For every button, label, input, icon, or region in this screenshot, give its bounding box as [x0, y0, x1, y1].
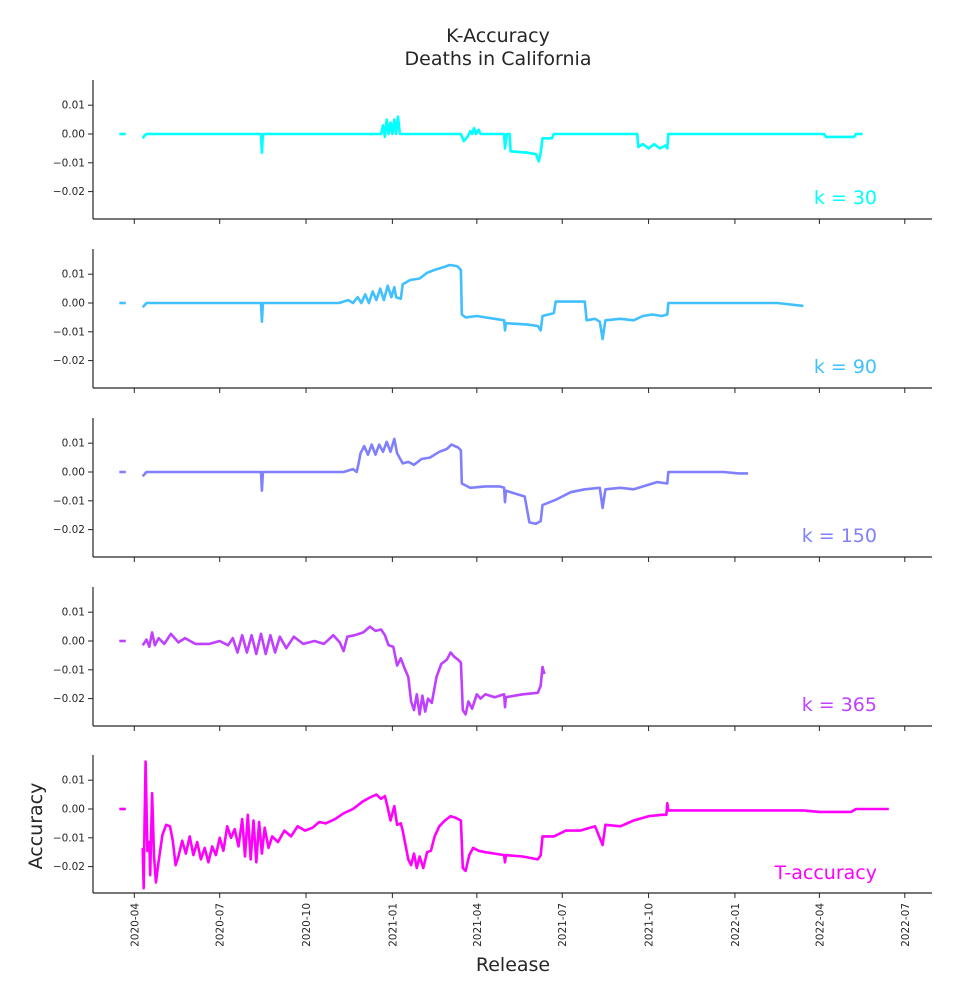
chart-title: K-Accuracy — [446, 25, 550, 47]
panel-2: 0.01 0.00 −0.01 −0.02 k = 90 — [53, 249, 932, 393]
y-tick-label: −0.02 — [53, 355, 85, 367]
series-line-2-2 — [141, 263, 804, 341]
x-tick-label: 2021-01 — [387, 903, 399, 947]
y-tick-label: 0.00 — [62, 636, 85, 648]
x-tick-label: 2020-04 — [129, 903, 141, 947]
y-tick-label: −0.02 — [53, 524, 85, 536]
panel-1: 0.01 0.00 −0.01 −0.02 k = 30 — [53, 80, 932, 224]
panels: 0.01 0.00 −0.01 −0.02 k = 30 0.01 0.00 −0.01 −0.… — [53, 80, 932, 898]
panel-label: T-accuracy — [774, 862, 877, 884]
series-line-3-2 — [141, 437, 749, 526]
x-tick-label: 2021-04 — [472, 903, 484, 947]
x-tick-label: 2021-07 — [557, 903, 569, 947]
y-tick-label: 0.01 — [62, 269, 85, 281]
y-tick-label: −0.01 — [53, 326, 85, 338]
x-tick-label: 2022-07 — [900, 903, 912, 947]
y-tick-label: 0.00 — [62, 129, 85, 141]
x-tick-label: 2022-04 — [814, 903, 826, 947]
panel-3: 0.01 0.00 −0.01 −0.02 k = 150 — [53, 418, 932, 562]
y-tick-label: −0.01 — [53, 157, 85, 169]
x-tick-label: 2020-07 — [215, 903, 227, 947]
y-tick-label: −0.01 — [53, 664, 85, 676]
y-tick-label: −0.02 — [53, 861, 85, 873]
x-tick-label: 2022-01 — [730, 903, 742, 947]
chart-subtitle: Deaths in California — [405, 48, 592, 70]
y-tick-label: −0.02 — [53, 693, 85, 705]
y-tick-label: 0.01 — [62, 775, 85, 787]
panel-4: 0.01 0.00 −0.01 −0.02 k = 365 — [53, 587, 932, 731]
x-tick-label: 2021-10 — [644, 903, 656, 947]
y-tick-label: 0.00 — [62, 804, 85, 816]
panel-5: 0.01 0.00 −0.01 −0.02 T-accuracy — [53, 755, 932, 898]
y-tick-label: 0.00 — [62, 467, 85, 479]
panel-label: k = 90 — [814, 356, 877, 378]
panel-label: k = 150 — [802, 525, 877, 547]
x-axis-label: Release — [476, 954, 550, 976]
series-line-5-2 — [141, 760, 889, 890]
panel-label: k = 365 — [802, 694, 877, 716]
y-tick-label: −0.02 — [53, 186, 85, 198]
panel-label: k = 30 — [814, 187, 877, 209]
y-tick-label: 0.01 — [62, 100, 85, 112]
x-tick-label: 2020-10 — [301, 903, 313, 947]
y-tick-label: −0.01 — [53, 495, 85, 507]
y-tick-label: 0.01 — [62, 438, 85, 450]
x-axis-ticks: 2020-04 2020-07 2020-10 2021-01 2021-04 2021-… — [129, 903, 911, 947]
y-tick-label: −0.01 — [53, 832, 85, 844]
y-tick-label: 0.01 — [62, 607, 85, 619]
series-line-1-2 — [141, 115, 863, 163]
y-axis-label: Accuracy — [25, 783, 47, 870]
series-line-4-2 — [141, 625, 546, 716]
y-tick-label: 0.00 — [62, 298, 85, 310]
